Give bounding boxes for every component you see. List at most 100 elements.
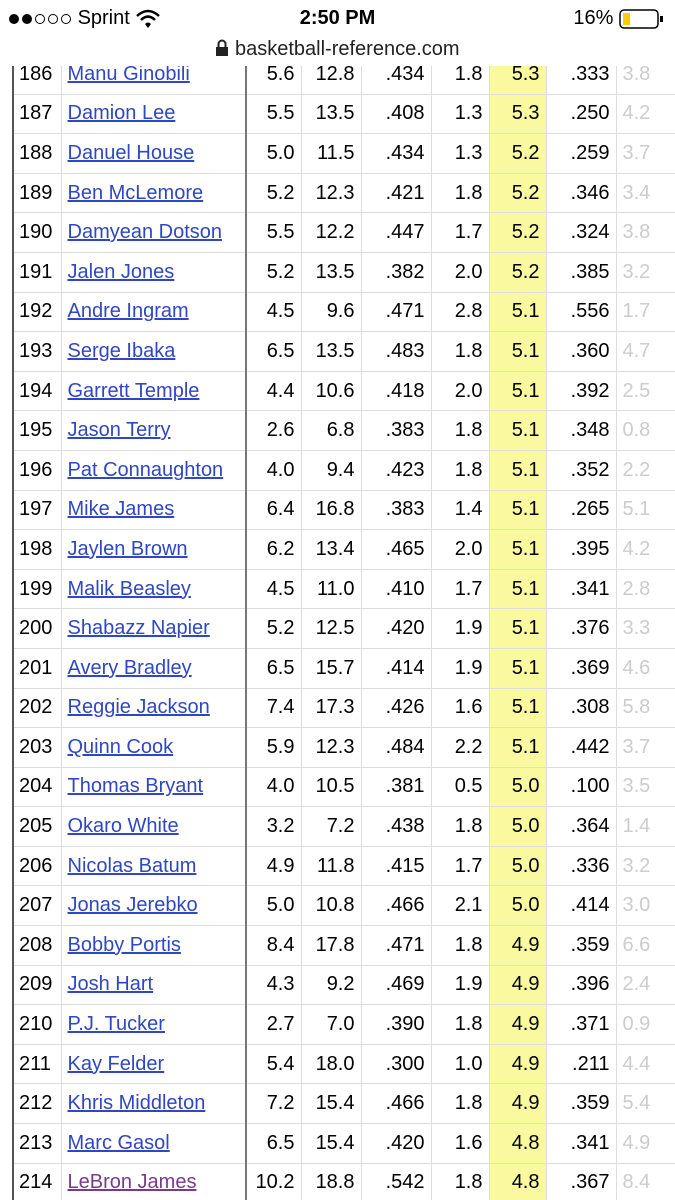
stat-cell: .421: [361, 173, 432, 214]
stat-cell: 4.6: [616, 648, 675, 689]
stat-cell: .390: [361, 1004, 432, 1045]
stat-cell: .447: [361, 212, 432, 253]
player-link[interactable]: Danuel House: [67, 141, 195, 164]
stat-cell: .211: [546, 1044, 617, 1085]
stat-cell: 5.0: [489, 846, 547, 887]
stat-cell: .469: [361, 965, 432, 1006]
stat-cell: .420: [361, 608, 432, 649]
player-link[interactable]: Garrett Temple: [67, 379, 200, 402]
player-link[interactable]: Bobby Portis: [67, 933, 181, 956]
stat-cell: .471: [361, 292, 432, 333]
table-row: 203 Quinn Cook 5.9 12.3.484 2.2 5.1.442 3.7: [12, 727, 675, 768]
player-link[interactable]: Okaro White: [67, 815, 179, 838]
player-link[interactable]: Serge Ibaka: [67, 339, 176, 362]
stat-cell: 4.9: [616, 1123, 675, 1164]
table-body: 186 Manu Ginobili 5.6 12.8.434 1.8 5.3.333 3.8…: [12, 55, 675, 1200]
rank-cell: 204: [12, 767, 62, 808]
stat-cell: 3.8: [616, 212, 675, 253]
player-link[interactable]: Nicolas Batum: [67, 854, 197, 877]
player-link[interactable]: Andre Ingram: [67, 300, 189, 323]
rank-cell: 213: [12, 1123, 62, 1164]
stat-cell: 1.9: [431, 965, 490, 1006]
stat-cell: 1.3: [431, 94, 490, 135]
stat-cell: 7.2: [301, 806, 362, 847]
lock-icon: [216, 39, 229, 56]
player-link[interactable]: Jalen Jones: [67, 260, 175, 283]
stat-cell: 18.0: [301, 1044, 362, 1085]
stat-cell: 15.7: [301, 648, 362, 689]
player-link[interactable]: Reggie Jackson: [67, 696, 210, 719]
rank-cell: 212: [12, 1083, 62, 1125]
stat-cell: 5.4: [246, 1044, 302, 1085]
player-link[interactable]: Khris Middleton: [67, 1092, 206, 1115]
stat-cell: .341: [546, 1123, 617, 1164]
table-row: 212 Khris Middleton 7.2 15.4.466 1.8 4.9.359 5…: [12, 1083, 675, 1125]
player-link[interactable]: Pat Connaughton: [67, 458, 224, 481]
stat-cell: 5.0: [489, 885, 547, 927]
player-link[interactable]: P.J. Tucker: [67, 1013, 165, 1036]
stat-cell: 1.8: [431, 173, 490, 214]
player-cell: LeBron James: [61, 1163, 247, 1200]
player-link[interactable]: Damion Lee: [67, 102, 176, 125]
player-link[interactable]: Manu Ginobili: [67, 62, 190, 85]
player-link[interactable]: Jonas Jerebko: [67, 894, 198, 917]
wifi-icon: [136, 9, 161, 28]
stat-cell: 4.9: [489, 1044, 547, 1085]
table-row: 191 Jalen Jones 5.2 13.5.382 2.0 5.2.385 3.2: [12, 252, 675, 293]
player-link[interactable]: Avery Bradley: [67, 656, 192, 679]
url-bar[interactable]: basketball-reference.com: [0, 36, 675, 62]
player-link[interactable]: Quinn Cook: [67, 735, 174, 758]
stat-cell: 5.8: [616, 688, 675, 729]
player-link[interactable]: LeBron James: [67, 1171, 197, 1194]
stat-cell: 3.2: [616, 252, 675, 293]
player-link[interactable]: Ben McLemore: [67, 181, 204, 204]
battery: 16%: [573, 4, 665, 32]
stat-cell: 0.5: [431, 767, 490, 808]
player-link[interactable]: Jaylen Brown: [67, 537, 188, 560]
table-row: 199 Malik Beasley 4.5 11.0.410 1.7 5.1.341 2.8: [12, 569, 675, 610]
stat-cell: .392: [546, 371, 617, 412]
player-cell: Damyean Dotson: [61, 212, 247, 253]
table-row: 211 Kay Felder 5.4 18.0.300 1.0 4.9.211 4.4: [12, 1044, 675, 1085]
player-link[interactable]: Jason Terry: [67, 419, 171, 442]
rank-cell: 194: [12, 371, 62, 412]
stat-cell: .438: [361, 806, 432, 847]
player-link[interactable]: Damyean Dotson: [67, 221, 223, 244]
stat-cell: 5.1: [489, 490, 547, 531]
stat-cell: .471: [361, 925, 432, 966]
stat-cell: 4.5: [246, 292, 302, 333]
stat-cell: .542: [361, 1163, 432, 1200]
stat-cell: 4.4: [246, 371, 302, 412]
player-link[interactable]: Marc Gasol: [67, 1131, 170, 1154]
player-link[interactable]: Thomas Bryant: [67, 775, 204, 798]
rank-cell: 188: [12, 133, 62, 174]
table-row: 213 Marc Gasol 6.5 15.4.420 1.6 4.8.341 4.9: [12, 1123, 675, 1164]
player-link[interactable]: Malik Beasley: [67, 577, 191, 600]
stat-cell: 2.5: [616, 371, 675, 412]
stat-cell: 8.4: [246, 925, 302, 966]
rank-cell: 199: [12, 569, 62, 610]
battery-percent: 16%: [573, 7, 614, 29]
stat-cell: 1.8: [431, 1163, 490, 1200]
stat-cell: .484: [361, 727, 432, 768]
stat-cell: 4.9: [246, 846, 302, 887]
stat-cell: .383: [361, 490, 432, 531]
player-link[interactable]: Shabazz Napier: [67, 617, 210, 640]
rank-cell: 206: [12, 846, 62, 887]
stat-cell: 2.1: [431, 885, 490, 927]
stats-table: 186 Manu Ginobili 5.6 12.8.434 1.8 5.3.333 3.8…: [12, 55, 675, 1200]
stat-cell: 2.4: [616, 965, 675, 1006]
player-link[interactable]: Josh Hart: [67, 973, 154, 996]
player-cell: Ben McLemore: [61, 173, 247, 214]
player-link[interactable]: Mike James: [67, 498, 175, 521]
stat-cell: 1.7: [431, 846, 490, 887]
stat-cell: 4.3: [246, 965, 302, 1006]
player-cell: Reggie Jackson: [61, 688, 247, 729]
rank-cell: 187: [12, 94, 62, 135]
stat-cell: 4.9: [489, 1083, 547, 1125]
stat-cell: .420: [361, 1123, 432, 1164]
stat-cell: 5.2: [489, 133, 547, 174]
table-row: 190 Damyean Dotson 5.5 12.2.447 1.7 5.2.324 3.…: [12, 212, 675, 253]
player-link[interactable]: Kay Felder: [67, 1052, 165, 1075]
stat-cell: 3.4: [616, 173, 675, 214]
